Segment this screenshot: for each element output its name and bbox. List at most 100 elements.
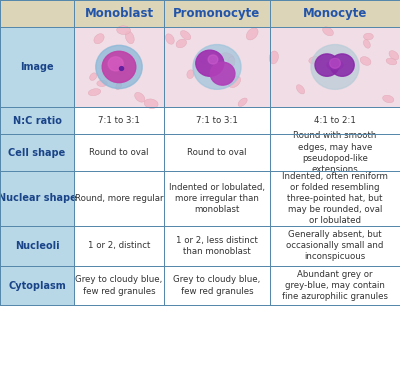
Bar <box>74 0 164 27</box>
Bar <box>270 266 400 305</box>
Bar <box>164 0 270 27</box>
Bar <box>74 171 164 226</box>
Text: Abundant grey or
grey-blue, may contain
fine azurophilic granules: Abundant grey or grey-blue, may contain … <box>282 270 388 301</box>
Bar <box>270 226 400 266</box>
Bar <box>270 134 400 171</box>
Bar <box>270 0 400 27</box>
Bar <box>74 226 164 266</box>
Ellipse shape <box>360 57 371 65</box>
Ellipse shape <box>113 65 128 74</box>
Ellipse shape <box>180 31 191 40</box>
Bar <box>164 0 270 27</box>
Text: 1 or 2, less distinct
than monoblast: 1 or 2, less distinct than monoblast <box>176 236 258 256</box>
Bar <box>164 107 270 134</box>
Ellipse shape <box>228 57 235 67</box>
Ellipse shape <box>97 80 107 87</box>
Text: 1 or 2, distinct: 1 or 2, distinct <box>88 241 150 250</box>
Ellipse shape <box>386 58 397 65</box>
Ellipse shape <box>166 34 174 44</box>
Bar <box>74 0 164 27</box>
Ellipse shape <box>269 51 278 64</box>
Text: Generally absent, but
occasionally small and
inconspicuous: Generally absent, but occasionally small… <box>286 230 384 261</box>
Bar <box>74 107 164 134</box>
Bar <box>164 107 270 134</box>
Bar <box>74 226 164 266</box>
Ellipse shape <box>90 73 97 81</box>
Circle shape <box>330 54 354 76</box>
Bar <box>74 266 164 305</box>
Circle shape <box>315 54 339 76</box>
Text: Cell shape: Cell shape <box>8 148 66 157</box>
Ellipse shape <box>326 60 344 70</box>
Text: Indented, often reniform
or folded resembling
three-pointed hat, but
may be roun: Indented, often reniform or folded resem… <box>282 172 388 225</box>
Circle shape <box>196 50 224 76</box>
Bar <box>164 171 270 226</box>
Bar <box>270 171 400 226</box>
Ellipse shape <box>135 93 145 102</box>
Ellipse shape <box>383 95 394 103</box>
Bar <box>74 266 164 305</box>
Bar <box>0 266 74 305</box>
Bar <box>0 134 74 171</box>
Bar <box>0 171 74 226</box>
Bar <box>164 266 270 305</box>
Text: Round with smooth
edges, may have
pseudopod-like
extensions: Round with smooth edges, may have pseudo… <box>293 131 377 174</box>
Text: 7:1 to 3:1: 7:1 to 3:1 <box>196 116 238 125</box>
Ellipse shape <box>364 33 373 40</box>
Text: N:C ratio: N:C ratio <box>12 116 62 126</box>
Bar <box>270 27 400 107</box>
Circle shape <box>311 44 359 90</box>
Text: Indented or lobulated,
more irregular than
monoblast: Indented or lobulated, more irregular th… <box>169 183 265 214</box>
Ellipse shape <box>222 53 234 61</box>
Text: Grey to cloudy blue,
few red granules: Grey to cloudy blue, few red granules <box>75 276 163 295</box>
Bar <box>270 226 400 266</box>
Bar <box>270 171 400 226</box>
Ellipse shape <box>117 26 130 35</box>
Bar <box>164 171 270 226</box>
Ellipse shape <box>125 31 134 44</box>
Text: Nucleoli: Nucleoli <box>15 241 59 251</box>
Circle shape <box>208 55 218 64</box>
Circle shape <box>193 44 241 90</box>
Ellipse shape <box>238 98 247 106</box>
Bar <box>0 226 74 266</box>
Bar <box>270 134 400 171</box>
Bar <box>74 134 164 171</box>
Circle shape <box>102 51 136 83</box>
Circle shape <box>330 58 340 68</box>
Text: Cytoplasm: Cytoplasm <box>8 280 66 291</box>
Bar <box>164 226 270 266</box>
Ellipse shape <box>187 70 194 79</box>
Circle shape <box>120 67 124 70</box>
Bar <box>74 107 164 134</box>
Text: Grey to cloudy blue,
few red granules: Grey to cloudy blue, few red granules <box>173 276 261 295</box>
Bar <box>0 171 74 226</box>
Bar <box>0 134 74 171</box>
Ellipse shape <box>323 27 333 36</box>
Text: 4:1 to 2:1: 4:1 to 2:1 <box>314 116 356 125</box>
Bar <box>270 0 400 27</box>
Ellipse shape <box>176 39 186 48</box>
Ellipse shape <box>364 40 370 48</box>
Bar <box>0 266 74 305</box>
Bar <box>270 107 400 134</box>
Bar <box>0 226 74 266</box>
Ellipse shape <box>309 56 322 64</box>
Ellipse shape <box>200 56 206 64</box>
Bar <box>270 27 400 107</box>
Bar <box>164 134 270 171</box>
Bar <box>164 27 270 107</box>
Bar <box>164 134 270 171</box>
Text: Image: Image <box>20 62 54 72</box>
Bar <box>164 27 270 107</box>
Bar <box>0 0 74 27</box>
Ellipse shape <box>116 82 122 90</box>
Bar <box>0 0 74 27</box>
Text: Round to oval: Round to oval <box>187 148 247 157</box>
Bar <box>270 266 400 305</box>
Bar <box>74 134 164 171</box>
Bar <box>164 226 270 266</box>
Circle shape <box>108 57 123 71</box>
Text: Monoblast: Monoblast <box>84 7 154 20</box>
Ellipse shape <box>228 76 240 88</box>
